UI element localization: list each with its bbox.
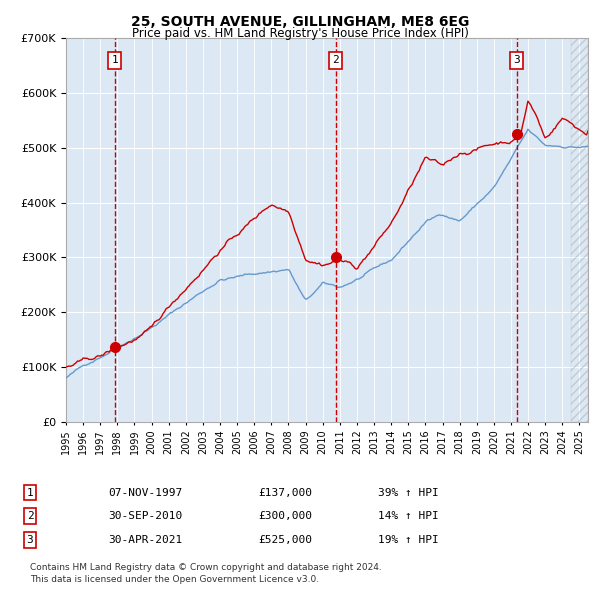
Text: 30-APR-2021: 30-APR-2021 xyxy=(108,535,182,545)
Text: Contains HM Land Registry data © Crown copyright and database right 2024.: Contains HM Land Registry data © Crown c… xyxy=(30,563,382,572)
Text: 3: 3 xyxy=(513,55,520,65)
Text: This data is licensed under the Open Government Licence v3.0.: This data is licensed under the Open Gov… xyxy=(30,575,319,584)
Text: 2: 2 xyxy=(332,55,339,65)
Text: £525,000: £525,000 xyxy=(258,535,312,545)
Text: 19% ↑ HPI: 19% ↑ HPI xyxy=(378,535,439,545)
Text: £137,000: £137,000 xyxy=(258,488,312,497)
Text: 30-SEP-2010: 30-SEP-2010 xyxy=(108,512,182,521)
Text: 39% ↑ HPI: 39% ↑ HPI xyxy=(378,488,439,497)
Text: 2: 2 xyxy=(26,512,34,521)
Text: 07-NOV-1997: 07-NOV-1997 xyxy=(108,488,182,497)
Text: Price paid vs. HM Land Registry's House Price Index (HPI): Price paid vs. HM Land Registry's House … xyxy=(131,27,469,40)
Text: 14% ↑ HPI: 14% ↑ HPI xyxy=(378,512,439,521)
Text: 1: 1 xyxy=(112,55,118,65)
Text: £300,000: £300,000 xyxy=(258,512,312,521)
Text: 1: 1 xyxy=(26,488,34,497)
Text: 25, SOUTH AVENUE, GILLINGHAM, ME8 6EG: 25, SOUTH AVENUE, GILLINGHAM, ME8 6EG xyxy=(131,15,469,29)
Text: 3: 3 xyxy=(26,535,34,545)
